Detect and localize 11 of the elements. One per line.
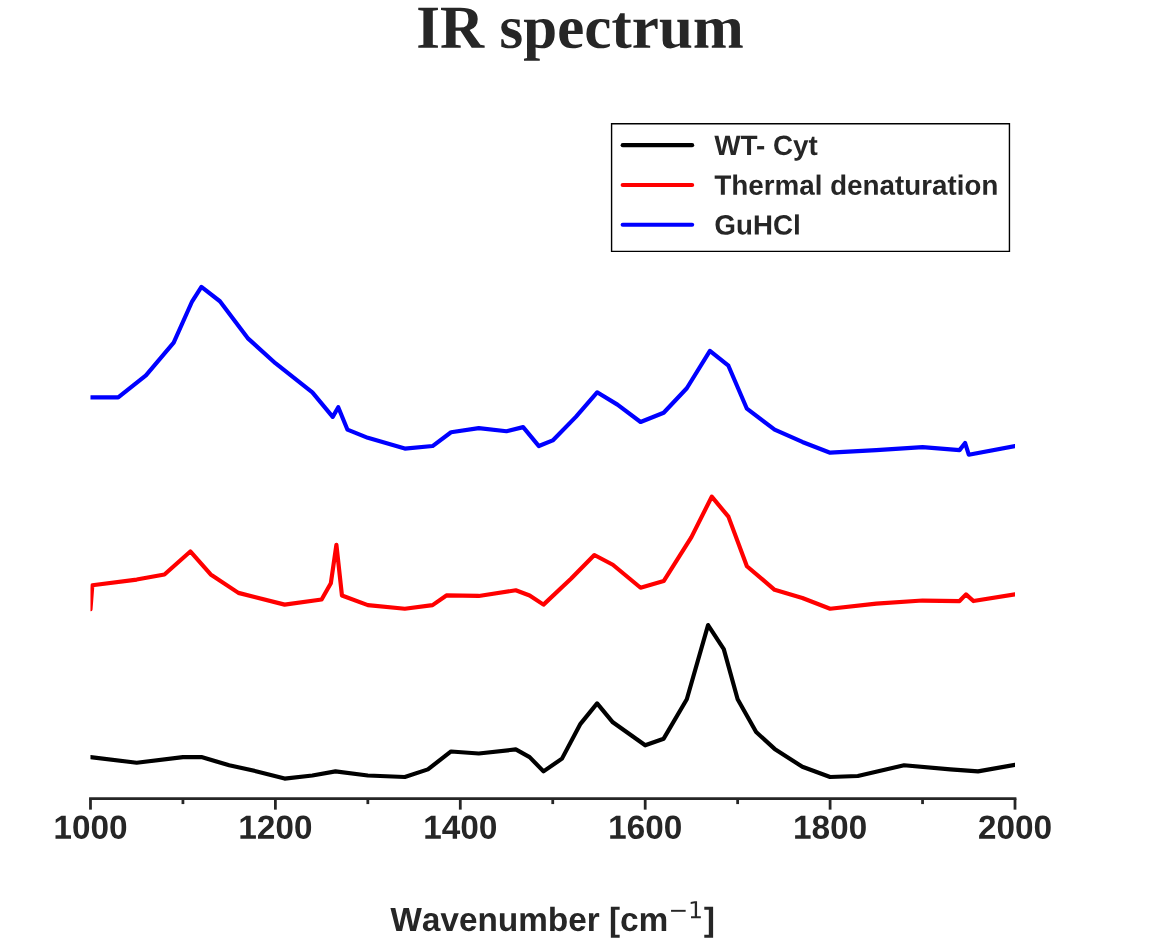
x-axis-title: Wavenumber [cm$^{−1}$] [390,901,714,938]
chart-title: IR spectrum [418,7,743,61]
x-tick-label: 1200 [240,815,312,839]
legend-label: WT- Cyt [714,135,818,161]
x-tick-label: 1800 [795,815,866,839]
x-tick-label: 1600 [610,815,681,839]
legend-label: Thermal denaturation [714,174,997,195]
x-tick-label: 2000 [979,815,1051,839]
x-tick-label: 1400 [425,815,496,839]
legend-label: GuHCl [715,214,799,235]
x-tick-label: 1000 [55,815,127,839]
